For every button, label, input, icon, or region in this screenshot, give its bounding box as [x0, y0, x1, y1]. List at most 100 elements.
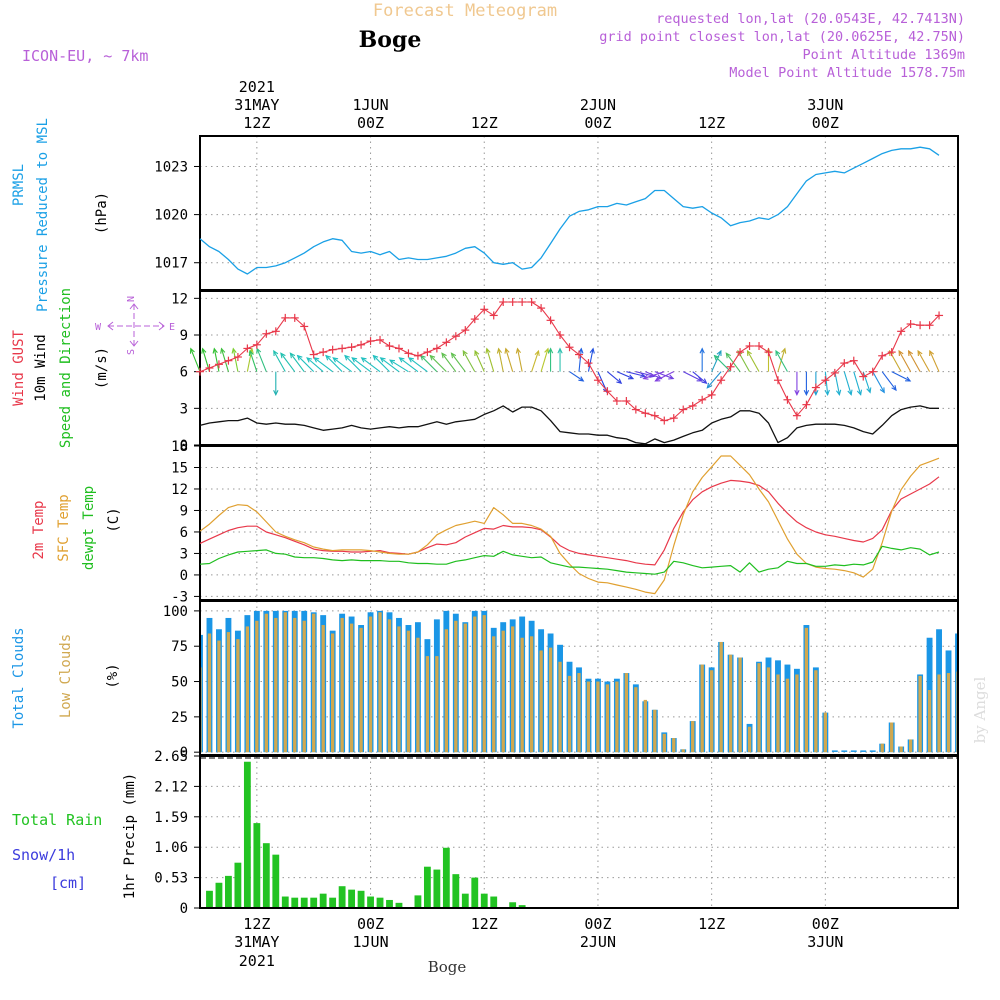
low-cloud-bar	[776, 674, 780, 753]
low-cloud-bar	[463, 623, 467, 753]
y-axis-label: 10m Wind	[33, 334, 49, 401]
low-cloud-bar	[672, 738, 676, 753]
low-cloud-bar	[804, 627, 809, 753]
wind-arrow	[557, 347, 563, 372]
y-axis-label: Wind GUST	[11, 330, 27, 406]
gust-marker	[755, 342, 764, 350]
wind-arrow	[794, 371, 800, 396]
wind-arrow	[929, 349, 940, 372]
gust-marker	[736, 348, 745, 357]
gust-marker	[698, 395, 707, 404]
low-cloud-bar	[340, 617, 344, 753]
svg-text:00Z: 00Z	[357, 915, 384, 933]
low-cloud-bar	[264, 613, 268, 753]
rain-legend: Total Rain	[12, 811, 102, 829]
low-cloud-bar	[548, 647, 553, 753]
wind-arrow	[853, 371, 863, 396]
wind-arrow	[746, 349, 760, 372]
wind-arrow	[273, 349, 286, 372]
y-axis-label: PRMSL	[11, 164, 27, 206]
panel-frame	[199, 445, 959, 601]
gust-marker	[745, 342, 754, 350]
gust-marker	[309, 350, 318, 359]
rain-bar	[414, 895, 422, 908]
y-tick-label: 6	[180, 525, 188, 541]
y-tick-label: 0	[180, 568, 188, 584]
svg-text:12Z: 12Z	[698, 915, 725, 933]
y-tick-label: 0	[180, 901, 188, 917]
y-tick-label: -3	[171, 589, 188, 605]
total-cloud-bar	[955, 633, 957, 753]
rain-bar	[338, 886, 346, 908]
wind-arrow	[547, 347, 554, 372]
gust-marker	[773, 376, 782, 385]
low-cloud-bar	[890, 722, 894, 753]
wind-10m-line	[199, 405, 939, 445]
y-tick-label: 12	[171, 482, 188, 498]
svg-text:31MAY: 31MAY	[234, 96, 279, 114]
gust-marker	[764, 348, 773, 357]
gust-marker	[660, 416, 669, 425]
low-cloud-bar	[492, 636, 496, 753]
gust-marker	[233, 353, 242, 361]
low-cloud-bar	[691, 721, 695, 753]
gust-marker	[508, 298, 517, 306]
gust-marker	[423, 348, 432, 357]
gust-marker	[432, 344, 441, 353]
low-cloud-bar	[728, 654, 733, 753]
wind-arrow	[515, 347, 523, 372]
gust-marker	[935, 311, 944, 320]
svg-text:00Z: 00Z	[357, 114, 384, 132]
gust-marker	[338, 344, 347, 353]
low-cloud-bar	[586, 681, 591, 753]
wind-arrow	[777, 347, 787, 372]
svg-text:12Z: 12Z	[471, 114, 498, 132]
low-cloud-bar	[302, 620, 306, 753]
low-cloud-bar	[766, 667, 771, 753]
low-cloud-bar	[653, 709, 657, 753]
pressure-panel: 1017 1020 1023 PRMSL Pressure Reduced to MSL…	[11, 118, 959, 312]
gust-marker	[802, 400, 811, 409]
bottom-time-label: 12Z	[698, 915, 725, 933]
low-cloud-bar	[700, 664, 704, 753]
gust-marker	[376, 335, 385, 344]
low-cloud-bar	[634, 687, 638, 753]
snow-legend: Snow/1h	[12, 846, 75, 864]
wind-arrow	[289, 352, 305, 372]
wind-arrow	[212, 347, 220, 372]
total-cloud-bar	[201, 634, 203, 753]
wind-arrow	[803, 371, 810, 396]
svg-text:12Z: 12Z	[243, 114, 270, 132]
wind-arrow	[834, 371, 842, 396]
gust-marker	[641, 409, 650, 418]
svg-text:2021: 2021	[239, 952, 275, 970]
panel-frame	[199, 135, 959, 291]
wind-arrow	[496, 347, 504, 372]
rain-bar	[262, 843, 270, 908]
svg-text:N: N	[126, 296, 137, 302]
wind-arrow	[569, 371, 585, 382]
wind-arrow	[248, 349, 258, 372]
rain-bar	[310, 897, 318, 908]
svg-text:00Z: 00Z	[584, 915, 611, 933]
gust-marker	[499, 298, 508, 306]
rain-bar	[281, 896, 289, 908]
low-cloud-bar	[331, 633, 335, 753]
low-cloud-bar	[643, 699, 647, 753]
low-cloud-bar	[738, 657, 742, 753]
rain-bar	[206, 890, 213, 908]
gust-marker	[726, 362, 735, 371]
low-cloud-bar	[927, 690, 932, 753]
wind-arrow	[407, 357, 428, 373]
gust-marker	[205, 364, 214, 372]
y-axis-label: SFC Temp	[56, 494, 72, 561]
wind-arrow	[642, 371, 665, 380]
gust-marker	[792, 411, 801, 420]
rain-bar	[348, 889, 356, 908]
wind-arrow	[429, 354, 447, 373]
y-tick-label: 100	[163, 604, 188, 620]
y-axis-label: (%)	[105, 663, 121, 688]
